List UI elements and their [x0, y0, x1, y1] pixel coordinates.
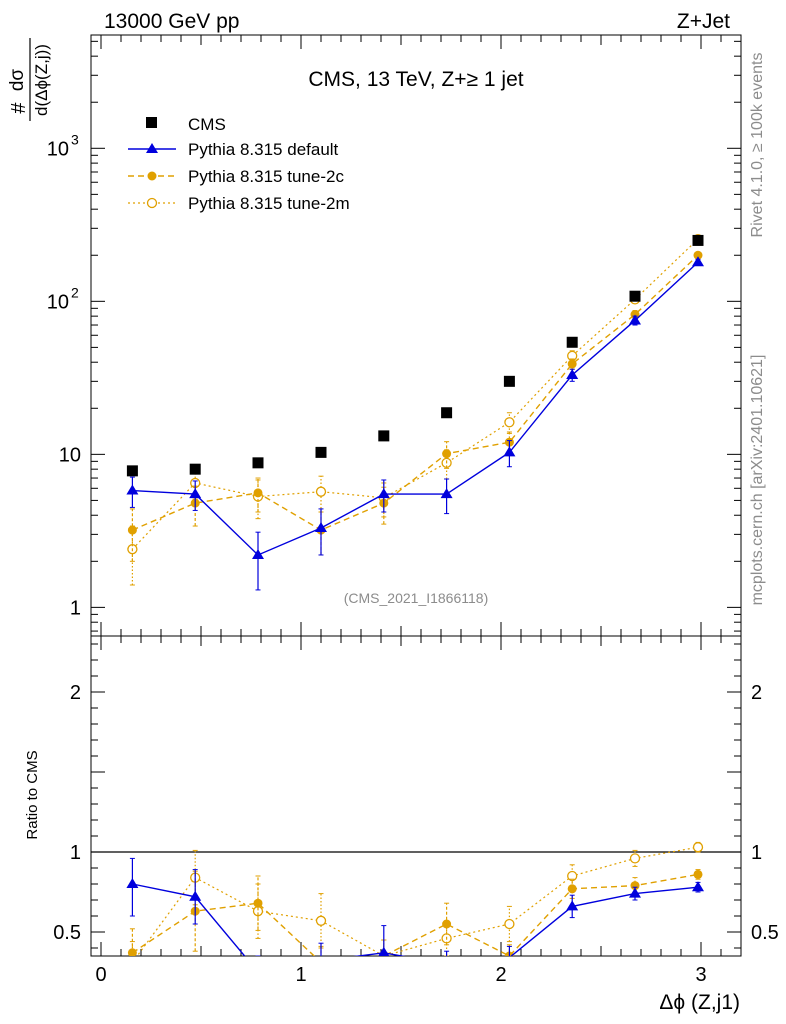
ylabel-numerator: dσ [7, 69, 28, 92]
main-tune2c-marker [253, 488, 263, 498]
ratio-default-marker [566, 900, 579, 911]
ratio-xtick-label: 3 [695, 964, 706, 986]
legend-tune2m-marker [146, 197, 158, 209]
main-default-marker [566, 368, 579, 379]
ratio-ytick-label-left: 0.5 [53, 922, 81, 944]
ratio-default-line [132, 883, 699, 956]
ratio-tune2m-marker [629, 853, 641, 864]
main-cms-series [126, 234, 704, 477]
ratio-xtick-label: 2 [495, 964, 506, 986]
main-ytick-label: 1 [70, 597, 81, 619]
ratio-ytick-label-right: 1 [751, 842, 762, 864]
legend-tune2c-label: Pythia 8.315 tune-2c [188, 167, 344, 186]
ratio-ytick-label-left: 2 [70, 682, 81, 704]
mcplots-url-label: mcplots.cern.ch [arXiv:2401.10621] [749, 355, 766, 606]
ratio-tune2c-series [127, 869, 703, 956]
ratio-xtick-label: 1 [295, 964, 306, 986]
main-tune2m-marker [504, 417, 515, 428]
cms-data-marker [629, 290, 641, 302]
main-default-line [132, 261, 699, 556]
legend-cms-label: CMS [188, 115, 226, 134]
ratio-plot-area [126, 841, 704, 956]
plot-title: CMS, 13 TeV, Z+≥ 1 jet [308, 68, 523, 91]
main-y-axis-label: # dσ d(Δϕ(Z,j)) [7, 38, 51, 121]
main-plot-area [126, 233, 704, 591]
main-tune2c-line [132, 254, 699, 531]
main-ytick-label: 10 [47, 138, 69, 160]
main-tune2c-marker [442, 449, 452, 459]
analysis-id-label: (CMS_2021_I1866118) [344, 590, 489, 606]
main-ytick-label: 10 [47, 291, 69, 313]
cms-data-marker [315, 446, 327, 458]
ratio-tune2c-marker [693, 869, 703, 879]
x-axis-label: Δϕ (Z,j1) [659, 991, 740, 1014]
ratio-tune2m-marker [504, 918, 515, 930]
ylabel-denominator: d(Δϕ(Z,j)) [32, 44, 51, 116]
ratio-tune2m-series [129, 841, 704, 956]
main-default-marker [377, 488, 390, 499]
ratio-ytick-label-left: 1 [70, 842, 81, 864]
main-default-marker [629, 314, 641, 325]
main-default-marker [692, 256, 704, 267]
ratio-tune2m-marker [692, 842, 704, 853]
ratio-tune2c-line [132, 873, 699, 956]
main-default-marker [440, 488, 453, 499]
legend-tune2c-marker [147, 171, 157, 181]
cms-data-marker [378, 430, 390, 442]
main-default-marker [126, 484, 139, 495]
ratio-plot-frame [90, 635, 742, 957]
legend-default-marker [146, 143, 158, 153]
header-energy-label: 13000 GeV pp [104, 10, 239, 33]
ratio-ytick-label-right: 0.5 [751, 922, 779, 944]
main-default-series [126, 256, 704, 591]
cms-data-marker [252, 457, 264, 469]
main-default-marker [189, 488, 202, 499]
cms-data-marker [503, 375, 515, 387]
main-ytick-exponent: 3 [71, 131, 79, 147]
ratio-tune2c-marker [442, 919, 452, 929]
ratio-axis-ticks: 0.5 0.5 1 1 2 2 0 1 2 3 [53, 636, 779, 986]
ratio-tune2m-line [136, 846, 699, 956]
ratio-tune2c-marker [127, 948, 137, 956]
ratio-tune2c-marker [567, 884, 577, 894]
legend: CMS Pythia 8.315 default Pythia 8.315 tu… [128, 115, 350, 213]
main-tune2c-marker [693, 250, 703, 260]
ratio-default-marker [629, 887, 641, 898]
main-default-marker [503, 446, 516, 457]
ratio-default-marker [378, 946, 390, 956]
ratio-xtick-label: 0 [95, 964, 106, 986]
main-default-marker [252, 548, 264, 559]
ratio-y-axis-label: Ratio to CMS [24, 750, 41, 839]
ratio-tune2c-marker [630, 881, 640, 891]
main-tune2m-marker [315, 486, 327, 497]
ratio-default-marker [189, 890, 202, 901]
main-tune2c-marker [127, 525, 137, 535]
ratio-tune2c-marker [253, 898, 263, 908]
cms-data-marker [566, 336, 578, 348]
main-tune2c-series [127, 250, 703, 562]
cms-data-marker [189, 463, 201, 475]
main-tune2m-line [131, 238, 699, 550]
cms-data-marker [126, 465, 138, 477]
main-ytick-exponent: 2 [71, 284, 79, 300]
ratio-default-marker [126, 878, 139, 888]
main-default-marker [315, 522, 327, 533]
ratio-ytick-label-right: 2 [751, 682, 762, 704]
ylabel-prefix: # [8, 102, 30, 114]
cms-data-marker [692, 234, 704, 246]
main-tune2m-series [127, 233, 704, 586]
header-process-label: Z+Jet [677, 10, 730, 33]
legend-tune2m-label: Pythia 8.315 tune-2m [188, 194, 350, 213]
cms-data-marker [441, 407, 453, 419]
legend-default-label: Pythia 8.315 default [188, 140, 339, 159]
ratio-tune2m-marker [315, 915, 327, 926]
ratio-default-marker [692, 881, 704, 892]
ratio-default-series [126, 857, 704, 956]
main-ytick-label: 10 [59, 444, 81, 466]
rivet-version-label: Rivet 4.1.0, ≥ 100k events [749, 53, 766, 238]
legend-cms-marker [146, 117, 157, 128]
main-tune2c-marker [567, 359, 577, 369]
